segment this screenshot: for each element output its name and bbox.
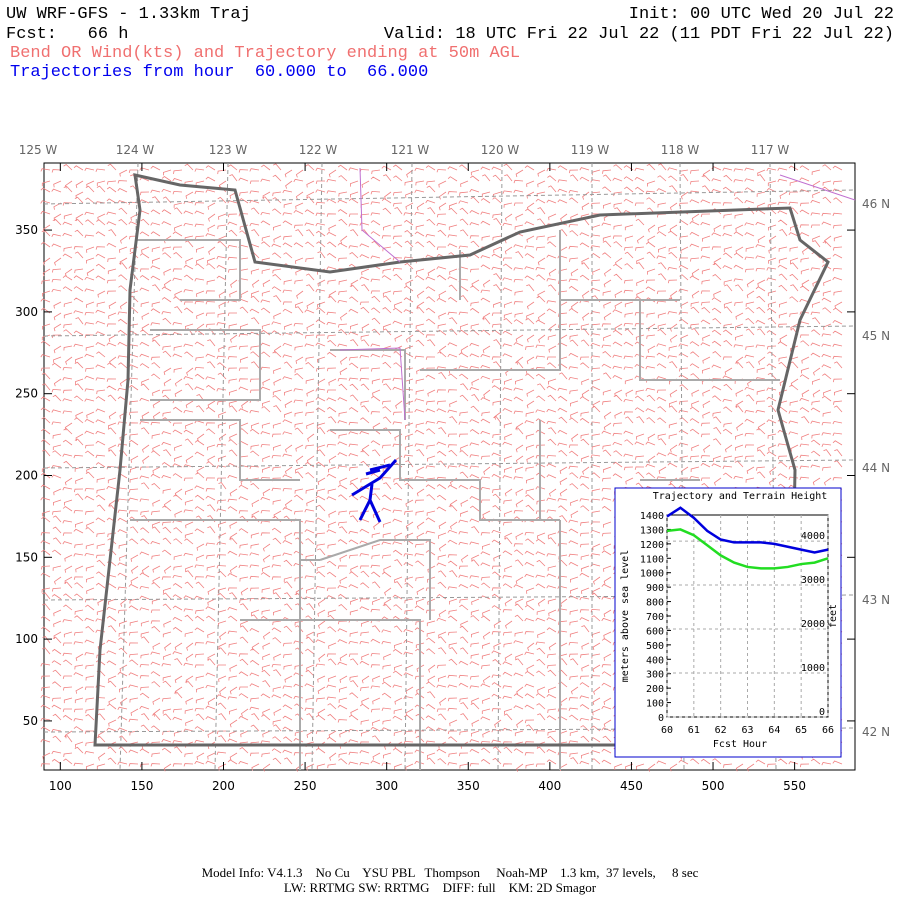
y-tick-label: 500	[646, 641, 664, 652]
y2-tick-label: 2000	[801, 619, 825, 630]
x-tick-label: 250	[294, 779, 317, 793]
y2-tick-label: 1000	[801, 663, 825, 674]
x-tick-label: 400	[538, 779, 561, 793]
x-tick-label: 61	[688, 725, 700, 736]
y-tick-label: 300	[646, 670, 664, 681]
y-tick-label: 350	[15, 223, 38, 237]
x-tick-label: 60	[661, 725, 673, 736]
latitude-label: 43 N	[862, 593, 890, 607]
latitude-label: 42 N	[862, 725, 890, 739]
x-tick-label: 65	[795, 725, 807, 736]
x-tick-label: 64	[768, 725, 780, 736]
latitude-label: 46 N	[862, 197, 890, 211]
map: 100 150 200 250 300 350 400 450 500 550 50 100 150 20…	[15, 143, 890, 793]
longitude-label: 125 W	[19, 143, 58, 157]
longitude-label: 120 W	[481, 143, 520, 157]
trajectory	[351, 459, 398, 523]
x-tick-label: 450	[620, 779, 643, 793]
x-tick-label: 500	[702, 779, 725, 793]
longitude-label: 122 W	[299, 143, 338, 157]
trajectory-note: Trajectories from hour 60.000 to 66.000	[10, 63, 428, 82]
inset-chart: Trajectory and Terrain Height Fcst Hour …	[614, 487, 842, 758]
longitude-label: 123 W	[209, 143, 248, 157]
latitude-label: 44 N	[862, 461, 890, 475]
lat-lon-grid	[43, 162, 856, 771]
y-tick-label: 600	[646, 626, 664, 637]
trajectory-path	[351, 459, 398, 497]
y-tick-label: 300	[15, 305, 38, 319]
y-tick-label: 200	[15, 468, 38, 482]
y-tick-label: 400	[646, 655, 664, 666]
y2-tick-label: 0	[819, 707, 825, 718]
y-tick-label: 700	[646, 612, 664, 623]
y-tick-label: 900	[646, 583, 664, 594]
longitude-label: 117 W	[751, 143, 790, 157]
longitude-label: 121 W	[391, 143, 430, 157]
series-line	[666, 506, 829, 554]
x-tick-label: 63	[741, 725, 753, 736]
y-tick-label: 100	[15, 632, 38, 646]
y-tick-label: 1300	[640, 525, 664, 536]
y-tick-label: 1000	[640, 569, 664, 580]
longitude-label: 119 W	[571, 143, 610, 157]
y-tick-label: 250	[15, 387, 38, 401]
y2-tick-label: 4000	[801, 531, 825, 542]
inset-frame	[614, 487, 842, 758]
footer-line: LW: RRTMG SW: RRTMG DIFF: full KM: 2D Sm…	[284, 880, 597, 895]
county-lines	[130, 230, 780, 770]
title: UW WRF-GFS - 1.33km Traj	[6, 5, 251, 24]
y-tick-label: 100	[646, 699, 664, 710]
y-tick-label: 50	[23, 714, 38, 728]
y2-tick-label: 3000	[801, 575, 825, 586]
y2-axis-label: feet	[828, 604, 839, 628]
x-tick-label: 300	[375, 779, 398, 793]
footer-line: Model Info: V4.1.3 No Cu YSU PBL Thompso…	[202, 865, 699, 880]
y-tick-label: 200	[646, 684, 664, 695]
subtitle: Bend OR Wind(kts) and Trajectory ending …	[10, 44, 520, 63]
inset-title: Trajectory and Terrain Height	[653, 491, 828, 502]
x-tick-label: 100	[49, 779, 72, 793]
y-tick-label: 1100	[640, 554, 664, 565]
trajectory-path	[358, 463, 391, 523]
init-time: Init: 00 UTC Wed 20 Jul 22	[629, 5, 894, 24]
y-tick-label: 1200	[640, 540, 664, 551]
y-tick-label: 800	[646, 598, 664, 609]
forecast-hour: Fcst: 66 h	[6, 25, 128, 44]
y-tick-label: 0	[658, 713, 664, 724]
x-tick-label: 66	[822, 725, 834, 736]
longitude-label: 124 W	[116, 143, 155, 157]
x-tick-label: 550	[783, 779, 806, 793]
rivers	[339, 167, 856, 421]
longitude-label: 118 W	[661, 143, 700, 157]
y-tick-label: 1400	[640, 511, 664, 522]
y-tick-label: 150	[15, 550, 38, 564]
x-tick-label: 200	[212, 779, 235, 793]
x-tick-label: 350	[457, 779, 480, 793]
series-line	[666, 528, 829, 570]
valid-time: Valid: 18 UTC Fri 22 Jul 22 (11 PDT Fri …	[384, 25, 894, 44]
x-tick-label: 150	[130, 779, 153, 793]
y-axis-label: meters above sea level	[620, 550, 631, 682]
state-border	[93, 173, 830, 747]
latitude-label: 45 N	[862, 329, 890, 343]
x-tick-label: 62	[715, 725, 727, 736]
x-axis-label: Fcst Hour	[713, 739, 767, 750]
